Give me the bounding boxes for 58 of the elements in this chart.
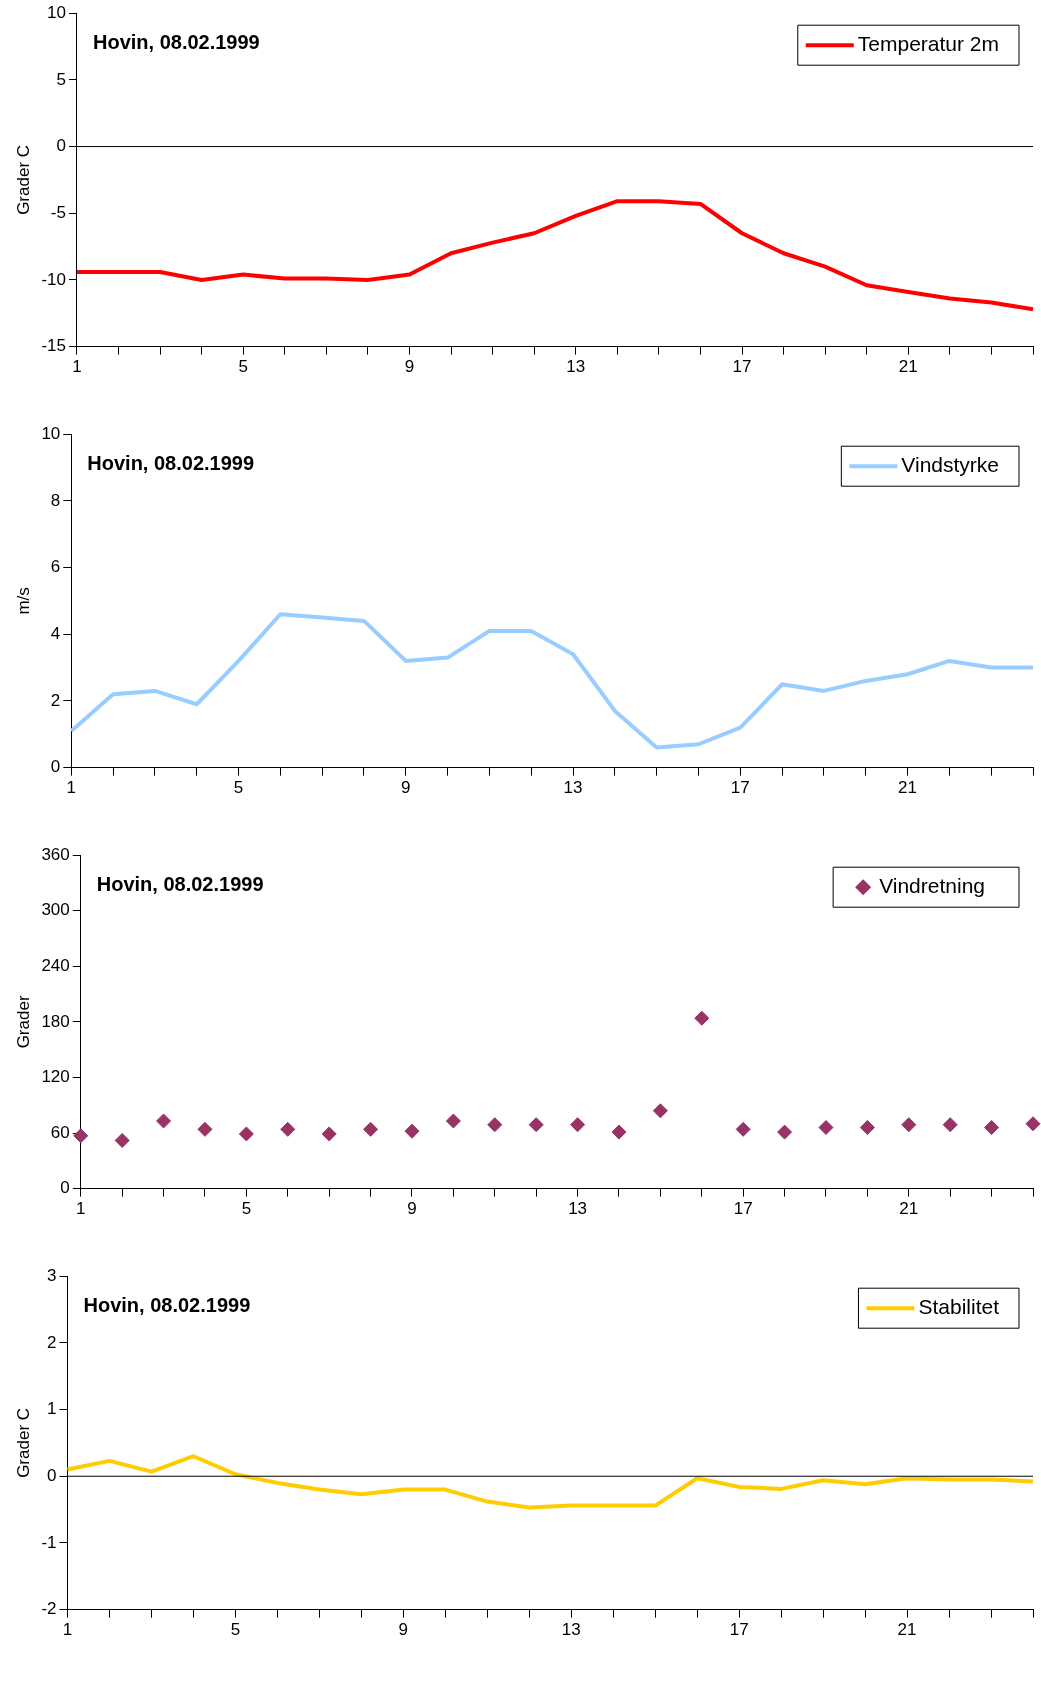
text: Hovin, 08.02.1999 xyxy=(96,872,264,895)
y-tick-label: -2 xyxy=(41,1599,57,1619)
y-tick-label: -5 xyxy=(50,202,66,222)
text: Hovin, 08.02.1999 xyxy=(83,1293,251,1316)
y-tick-label: 240 xyxy=(41,956,70,976)
x-tick-label: 17 xyxy=(733,1199,753,1219)
x-tick-label: 21 xyxy=(898,357,918,377)
y-tick-label: 8 xyxy=(50,490,61,510)
x-tick-label: 13 xyxy=(568,1199,588,1219)
y-tick-label: 6 xyxy=(50,557,61,577)
x-tick-label: 9 xyxy=(407,1199,417,1219)
text: Hovin, 08.02.1999 xyxy=(92,30,260,53)
y-tick-label: -15 xyxy=(41,336,66,356)
y-tick-label: -10 xyxy=(41,269,66,289)
legend-label: Vindstyrke xyxy=(901,453,1000,476)
y-tick-label: -1 xyxy=(41,1532,57,1552)
x-tick-label: 13 xyxy=(563,778,583,798)
y-axis-title: Grader C xyxy=(13,1407,33,1478)
y-axis-title: m/s xyxy=(13,587,33,615)
y-tick-label: 0 xyxy=(60,1178,70,1198)
x-tick-label: 5 xyxy=(230,1620,241,1640)
x-tick-label: 5 xyxy=(241,1199,252,1219)
x-tick-label: 9 xyxy=(404,357,415,377)
x-tick-label: 5 xyxy=(238,357,248,377)
y-tick-label: 2 xyxy=(47,1332,57,1352)
y-tick-label: 300 xyxy=(41,900,70,920)
y-tick-label: 2 xyxy=(50,690,61,710)
legend-label: Stabilitet xyxy=(918,1295,1000,1318)
y-tick-label: 10 xyxy=(41,423,61,443)
y-tick-label: 3 xyxy=(47,1265,57,1285)
x-tick-label: 1 xyxy=(76,1199,86,1219)
y-tick-label: 10 xyxy=(47,2,66,22)
x-tick-label: 21 xyxy=(898,778,918,798)
y-axis-title: Grader xyxy=(13,995,33,1049)
y-tick-label: 4 xyxy=(50,623,61,643)
x-tick-label: 17 xyxy=(729,1620,749,1640)
text: Hovin, 08.02.1999 xyxy=(87,451,255,474)
y-tick-label: 1 xyxy=(47,1399,57,1419)
legend-label: Vindretning xyxy=(879,874,986,897)
y-tick-label: 60 xyxy=(50,1122,70,1142)
x-tick-label: 9 xyxy=(401,778,411,798)
legend-label: Temperatur 2m xyxy=(857,32,999,55)
x-tick-label: 21 xyxy=(899,1199,919,1219)
y-tick-label: 360 xyxy=(41,844,70,864)
x-tick-label: 13 xyxy=(561,1620,581,1640)
x-tick-label: 21 xyxy=(897,1620,917,1640)
x-tick-label: 13 xyxy=(566,357,586,377)
y-tick-label: 0 xyxy=(56,136,66,156)
y-tick-label: 5 xyxy=(56,69,66,89)
y-axis-title: Grader C xyxy=(13,144,33,215)
x-tick-label: 9 xyxy=(398,1620,409,1640)
y-tick-label: 0 xyxy=(50,757,61,777)
x-tick-label: 17 xyxy=(730,778,750,798)
y-tick-label: 180 xyxy=(41,1011,70,1031)
x-tick-label: 17 xyxy=(732,357,752,377)
x-tick-label: 5 xyxy=(233,778,244,798)
y-tick-label: 0 xyxy=(47,1465,57,1485)
y-tick-label: 120 xyxy=(41,1067,70,1087)
